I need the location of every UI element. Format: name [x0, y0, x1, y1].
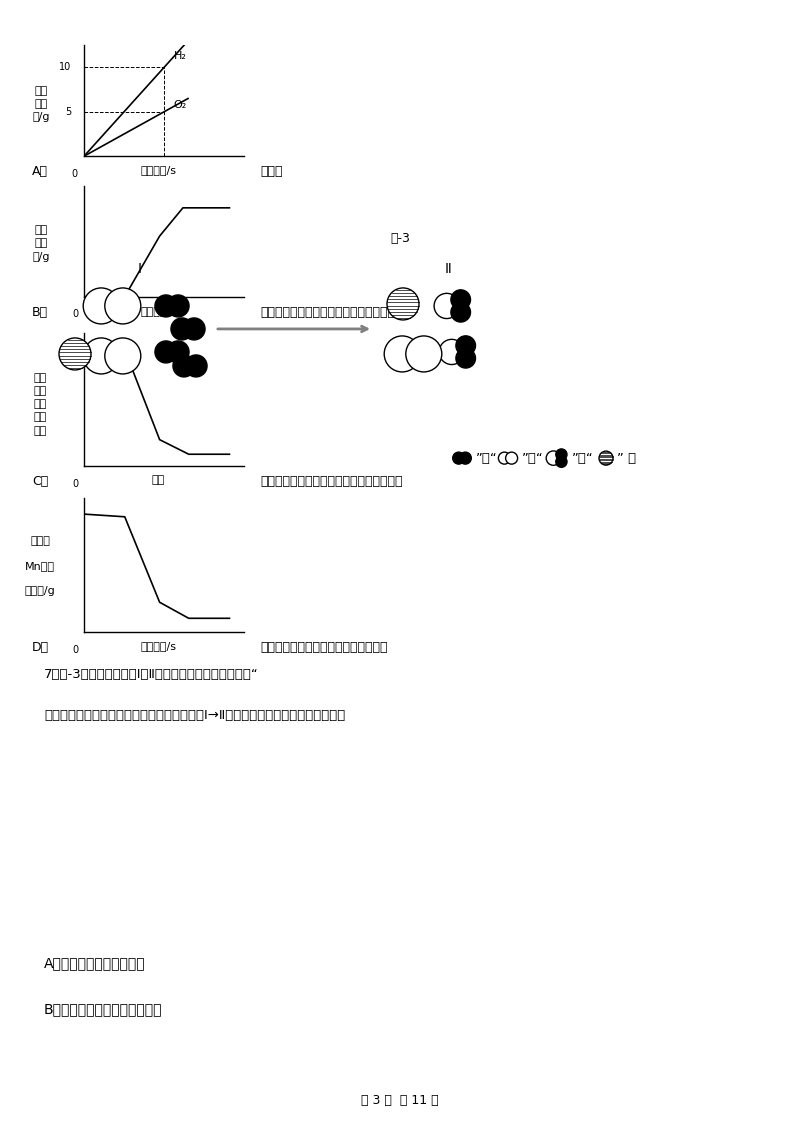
Circle shape: [83, 288, 119, 324]
Text: 反应时间/s: 反应时间/s: [141, 641, 176, 651]
Text: H₂: H₂: [174, 51, 186, 61]
Circle shape: [59, 338, 91, 370]
Circle shape: [451, 302, 470, 321]
Circle shape: [556, 456, 567, 468]
Text: 固体中

Mn元素

的质量/g: 固体中 Mn元素 的质量/g: [25, 537, 55, 595]
Text: 时间: 时间: [152, 475, 165, 486]
Text: ”、“: ”、“: [572, 452, 594, 464]
Circle shape: [556, 449, 567, 460]
Text: 7．图-3形象地表示体系Ⅰ和Ⅱ中分子种类及其数目，其中“: 7．图-3形象地表示体系Ⅰ和Ⅱ中分子种类及其数目，其中“: [44, 668, 258, 680]
Text: B．: B．: [32, 306, 48, 318]
Circle shape: [155, 341, 177, 363]
Text: 氧气
的质
量/g: 氧气 的质 量/g: [33, 225, 50, 261]
Text: 图-3: 图-3: [390, 232, 410, 246]
Text: 用氯酸钾和二氧化锰混合加热制取氧气: 用氯酸钾和二氧化锰混合加热制取氧气: [260, 641, 387, 653]
Circle shape: [171, 318, 193, 340]
Circle shape: [498, 452, 510, 464]
Text: C．: C．: [32, 475, 48, 488]
Text: ”、“: ”、“: [522, 452, 544, 464]
Circle shape: [83, 338, 119, 374]
Circle shape: [456, 336, 475, 355]
Circle shape: [439, 340, 464, 365]
Text: 气体
的质
量/g: 气体 的质 量/g: [33, 86, 50, 122]
Circle shape: [387, 288, 419, 320]
Circle shape: [459, 452, 471, 464]
Text: D．: D．: [32, 641, 49, 653]
Circle shape: [406, 336, 442, 372]
Circle shape: [155, 295, 177, 317]
Circle shape: [167, 295, 189, 317]
Text: 集气
瓶内
气体
体积
变化: 集气 瓶内 气体 体积 变化: [34, 372, 46, 436]
Text: B．丁在该变化中一定作催化剂: B．丁在该变化中一定作催化剂: [44, 1002, 162, 1015]
Text: 密闭容器内用足量红磷测定空气中氧气含量: 密闭容器内用足量红磷测定空气中氧气含量: [260, 475, 402, 488]
Circle shape: [384, 336, 420, 372]
Text: 电解水: 电解水: [260, 165, 282, 178]
Circle shape: [506, 452, 518, 464]
Text: A．该过程发生了化合反应: A．该过程发生了化合反应: [44, 957, 146, 970]
Text: 0: 0: [72, 309, 78, 319]
Circle shape: [105, 338, 141, 374]
Text: Ⅰ: Ⅰ: [138, 261, 142, 276]
Circle shape: [456, 349, 475, 368]
Circle shape: [183, 318, 205, 340]
Text: ” 分: ” 分: [617, 452, 636, 464]
Text: 别表示甲、乙、丙、丁四种不同的分子。有关Ⅰ→Ⅱ的变化过程，下列说法不正确的是: 别表示甲、乙、丙、丁四种不同的分子。有关Ⅰ→Ⅱ的变化过程，下列说法不正确的是: [44, 709, 346, 721]
Text: 5: 5: [65, 106, 71, 117]
Text: 0: 0: [71, 169, 78, 179]
Circle shape: [167, 341, 189, 363]
Text: 加热一定质量的高锰酸钾和氯酸钾的混合物: 加热一定质量的高锰酸钾和氯酸钾的混合物: [260, 306, 402, 318]
Text: 10: 10: [59, 62, 71, 72]
Circle shape: [453, 452, 465, 464]
Circle shape: [451, 290, 470, 309]
Text: Ⅱ: Ⅱ: [445, 261, 451, 276]
Circle shape: [599, 452, 613, 465]
Text: 0: 0: [72, 645, 78, 655]
Text: A．: A．: [32, 165, 48, 178]
Text: 加热时间/s: 加热时间/s: [141, 306, 176, 316]
Circle shape: [105, 288, 141, 324]
Text: 反应时间/s: 反应时间/s: [141, 165, 176, 175]
Circle shape: [173, 355, 195, 377]
Text: O₂: O₂: [174, 101, 187, 110]
Text: 0: 0: [72, 479, 78, 489]
Circle shape: [185, 355, 207, 377]
Circle shape: [546, 451, 561, 465]
Text: ”、“: ”、“: [476, 452, 498, 464]
Text: 第 3 页  共 11 页: 第 3 页 共 11 页: [361, 1095, 439, 1107]
Circle shape: [434, 293, 459, 318]
